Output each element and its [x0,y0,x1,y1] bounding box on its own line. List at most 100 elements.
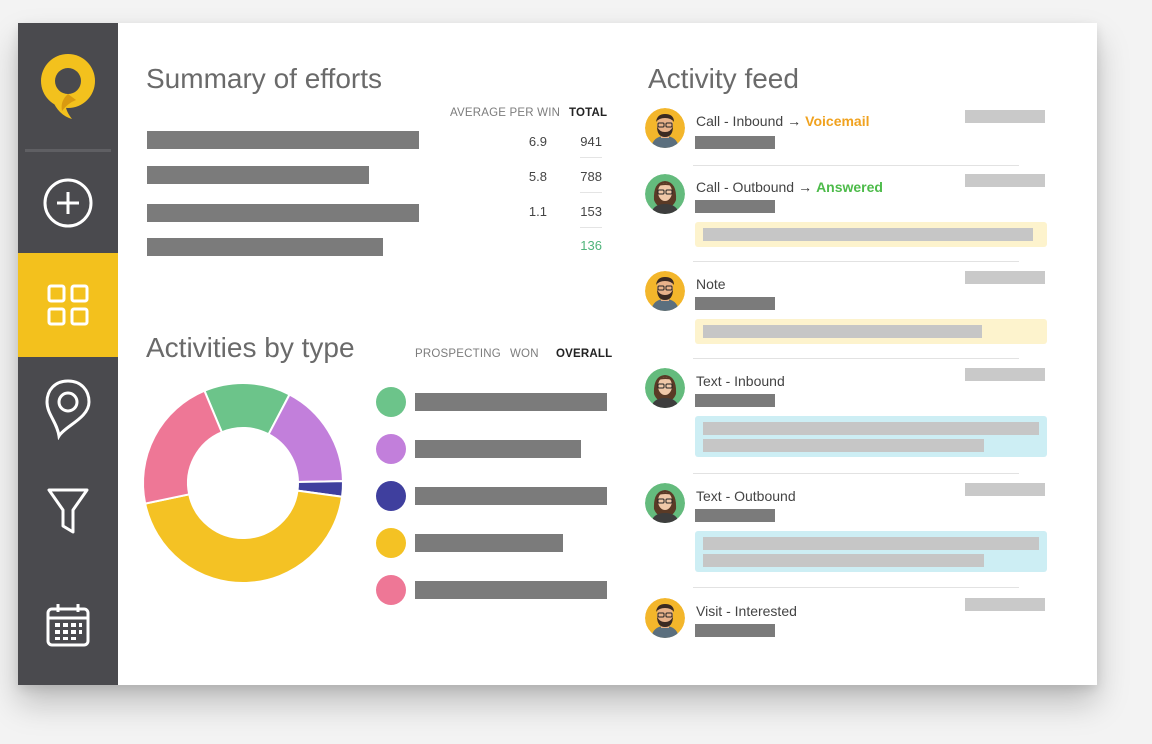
feed-item-type: Visit - Interested [696,603,797,619]
summary-total-4: 136 [580,238,602,253]
feed-title: Activity feed [648,63,799,94]
filter-won[interactable]: WON [510,348,539,360]
feed-item-time [965,110,1045,123]
avatar [645,368,685,408]
legend-bar-2 [415,440,581,458]
sidebar-item-dashboard[interactable] [18,253,118,357]
avatar [645,483,685,523]
feed-item-title: Call - Outbound → Answered [696,179,883,195]
sidebar-item-add[interactable] [18,153,118,253]
divider [693,358,1019,359]
feed-item-status: Answered [816,179,883,195]
divider [580,192,602,193]
legend-dot-5 [376,575,406,605]
donut-slice-5[interactable] [142,389,224,505]
arrow-icon: → [787,113,802,129]
feed-item-type: Call - Outbound [696,179,795,195]
feed-item-status: Voicemail [805,113,870,129]
feed-item-title: Note [696,276,726,292]
sidebar-item-map[interactable] [18,359,118,459]
summary-bar-2 [147,166,369,184]
feed-item-time [965,271,1045,284]
feed-item-note-body [695,319,1047,344]
feed-item-title: Text - Inbound [696,373,785,389]
col-average-per-win[interactable]: AVERAGE PER WIN [450,107,561,119]
sidebar-divider [25,149,111,152]
divider [580,227,602,228]
summary-total-1: 941 [580,134,602,149]
feed-item-subtitle [695,509,775,522]
divider [693,587,1019,588]
divider [693,165,1019,166]
legend-dot-4 [376,528,406,558]
logo-icon [38,53,98,123]
legend-bar-4 [415,534,563,552]
feed-item-time [965,598,1045,611]
divider [580,157,602,158]
avatar [645,108,685,148]
divider [693,261,1019,262]
summary-total-3: 153 [580,204,602,219]
summary-avg-1: 6.9 [528,134,547,149]
summary-avg-3: 1.1 [528,204,547,219]
filter-prospecting[interactable]: PROSPECTING [415,348,501,360]
legend-bar-5 [415,581,607,599]
feed-item-subtitle [695,136,775,149]
activities-donut-chart [142,382,345,584]
feed-item-message [695,531,1047,572]
feed-item-title: Visit - Interested [696,603,797,619]
filter-overall[interactable]: OVERALL [556,348,613,360]
feed-item-type: Text - Inbound [696,373,785,389]
grid-icon [47,284,89,326]
activity-feed-list: Call - Inbound → Voicemail Call - Outbound… [645,23,1065,685]
feed-item-time [965,368,1045,381]
legend-dot-2 [376,434,406,464]
feed-item-message [695,416,1047,457]
message-text-line [703,554,984,567]
donut-slice-4[interactable] [143,489,344,584]
sidebar [18,23,118,685]
activities-title: Activities by type [146,332,355,363]
plus-circle-icon [43,178,93,228]
legend-dot-1 [376,387,406,417]
summary-total-2: 788 [580,169,602,184]
feed-item-subtitle [695,200,775,213]
avatar [645,271,685,311]
col-total[interactable]: TOTAL [569,107,608,119]
feed-item-subtitle [695,624,775,637]
feed-item-type: Call - Inbound [696,113,784,129]
summary-title: Summary of efforts [146,63,383,94]
note-text-line [703,228,1033,241]
message-text-line [703,422,1039,435]
legend-bar-1 [415,393,607,411]
sidebar-item-funnel[interactable] [18,461,118,561]
message-text-line [703,439,984,452]
map-pin-icon [45,379,91,440]
funnel-icon [47,488,89,534]
summary-bar-1 [147,131,419,149]
main-content: Summary of efforts AVERAGE PER WIN TOTAL… [118,23,1097,685]
feed-item-subtitle [695,394,775,407]
legend-dot-3 [376,481,406,511]
divider [693,473,1019,474]
app-window: Summary of efforts AVERAGE PER WIN TOTAL… [18,23,1097,685]
feed-item-subtitle [695,297,775,310]
avatar [645,174,685,214]
feed-item-time [965,174,1045,187]
feed-item-type: Text - Outbound [696,488,796,504]
avatar [645,598,685,638]
feed-item-title: Call - Inbound → Voicemail [696,113,870,129]
feed-item-time [965,483,1045,496]
message-text-line [703,537,1039,550]
arrow-icon: → [798,179,813,195]
sidebar-item-calendar[interactable] [18,575,118,675]
summary-bar-3 [147,204,419,222]
note-text-line [703,325,982,338]
feed-item-note [695,222,1047,247]
feed-item-title: Text - Outbound [696,488,796,504]
summary-avg-2: 5.8 [528,169,547,184]
feed-item-type: Note [696,276,726,292]
calendar-icon [46,604,90,647]
legend-bar-3 [415,487,607,505]
summary-bar-4 [147,238,383,256]
